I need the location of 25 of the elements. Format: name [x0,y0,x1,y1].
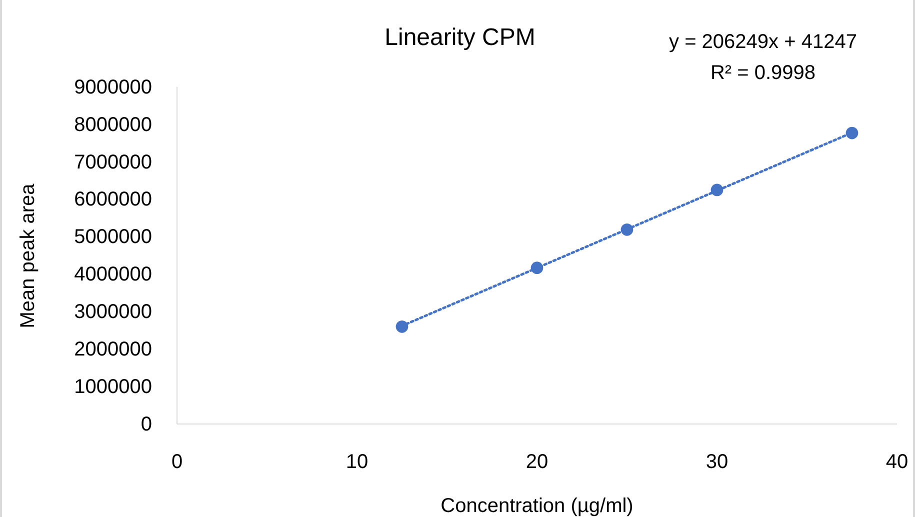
text: R² = 0.9998 [710,62,816,84]
y-tick-label: 2000000 [74,338,152,361]
y-axis-title: Mean peak area [17,182,39,328]
point [710,184,724,196]
point [530,262,544,274]
y-tick-label: 5000000 [74,226,152,248]
y-tick-label: 1000000 [74,376,152,398]
y-tick-label: 9000000 [74,76,152,98]
chart-title: Linearity CPM [384,24,536,51]
text: y = 206249x + 41247 [669,31,857,53]
x-tick-label: 40 [886,451,908,474]
y-tick-label: 4000000 [74,264,152,286]
y-tick-label: 3000000 [74,301,152,324]
point [846,126,858,140]
x-axis-title: Concentration (µg/ml) [440,495,634,517]
x-tick-label: 20 [526,451,548,474]
point [620,223,634,236]
y-tick-label: 0 [140,413,152,436]
x-tick-label: 10 [346,451,368,474]
x-tick-label: 0 [171,451,183,474]
x-tick-label: 30 [706,451,728,474]
y-tick-label: 8000000 [74,114,152,136]
y-tick-label: 7000000 [74,151,152,174]
y-tick-label: 6000000 [74,188,152,211]
point [396,320,408,333]
